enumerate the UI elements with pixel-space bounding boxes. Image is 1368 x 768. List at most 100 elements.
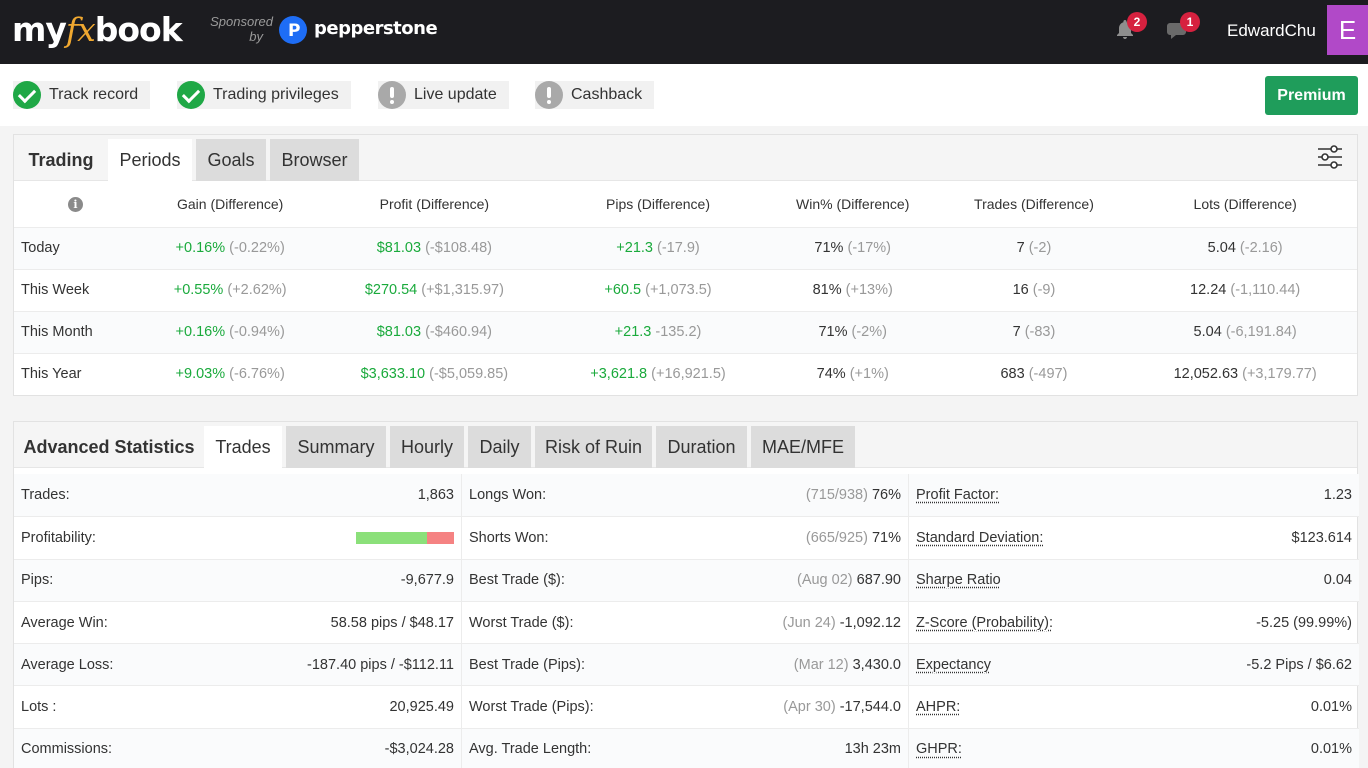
- stat-value: 20,925.49: [389, 699, 454, 715]
- stats-column-3: Profit Factor: 1.23 Standard Deviation: $12…: [908, 474, 1359, 768]
- stat-value-group: -5.25 (99.99%): [1256, 615, 1352, 631]
- stat-label[interactable]: Z-Score (Probability):: [916, 615, 1053, 631]
- profitability-bar: [356, 532, 454, 544]
- period-label: This Month: [14, 311, 137, 353]
- stat-value: 0.04: [1324, 572, 1352, 588]
- period-win-value: 71%: [814, 240, 843, 256]
- stat-value-group: 20,925.49: [389, 699, 454, 715]
- stat-value-group: (Aug 02) 687.90: [797, 572, 901, 588]
- period-pips-value: +21.3: [615, 324, 652, 340]
- period-profit-cell: $81.03 (-$460.94): [324, 311, 546, 353]
- period-lots-cell: 5.04 (-2.16): [1133, 227, 1357, 269]
- tab-risk-of-ruin[interactable]: Risk of Ruin: [535, 426, 652, 468]
- info-icon[interactable]: i: [68, 197, 83, 212]
- stat-value: -1,092.12: [840, 615, 901, 631]
- advanced-tabbar: Advanced Statistics Trades Summary Hourl…: [14, 422, 1357, 468]
- status-trading-privileges[interactable]: Trading privileges: [177, 81, 351, 109]
- period-label: This Year: [14, 353, 137, 395]
- stat-value: -17,544.0: [840, 699, 901, 715]
- stat-value-group: 0.04: [1324, 572, 1352, 588]
- period-lots-value: 12.24: [1190, 282, 1226, 298]
- tab-daily[interactable]: Daily: [468, 426, 531, 468]
- pepperstone-name[interactable]: pepperstone: [314, 18, 437, 39]
- periods-body: Today +0.16% (-0.22%) $81.03 (-$108.48) +21…: [14, 227, 1357, 395]
- stat-label[interactable]: Expectancy: [916, 657, 991, 673]
- notifications-button[interactable]: 2: [1113, 18, 1139, 44]
- period-profit-value: $81.03: [377, 324, 421, 340]
- stat-note: (Apr 30): [783, 699, 835, 715]
- settings-sliders-icon[interactable]: [1317, 145, 1343, 169]
- tab-summary[interactable]: Summary: [286, 426, 386, 468]
- period-gain-value: +0.55%: [174, 282, 224, 298]
- period-gain-difference: (+2.62%): [227, 282, 286, 298]
- stat-row-ghpr: GHPR: 0.01%: [909, 728, 1359, 768]
- stat-row-sharpe-ratio: Sharpe Ratio 0.04: [909, 559, 1359, 601]
- messages-button[interactable]: 1: [1166, 18, 1192, 44]
- stat-value: -9,677.9: [401, 572, 454, 588]
- header-win: Win% (Difference): [771, 181, 935, 227]
- period-trades-value: 683: [1000, 366, 1024, 382]
- stat-row-z-score-probability: Z-Score (Probability): -5.25 (99.99%): [909, 601, 1359, 643]
- period-win-difference: (-17%): [847, 240, 891, 256]
- stat-label[interactable]: AHPR:: [916, 699, 960, 715]
- period-pips-cell: +3,621.8 (+16,921.5): [545, 353, 771, 395]
- tab-hourly[interactable]: Hourly: [390, 426, 464, 468]
- period-gain-cell: +9.03% (-6.76%): [137, 353, 324, 395]
- tab-trades[interactable]: Trades: [204, 426, 282, 468]
- header-profit: Profit (Difference): [324, 181, 546, 227]
- stat-note: (715/938): [806, 487, 868, 503]
- logo-fx: fx: [66, 10, 95, 49]
- tab-mae-mfe[interactable]: MAE/MFE: [751, 426, 855, 468]
- period-gain-difference: (-6.76%): [229, 366, 285, 382]
- top-navbar: my fx book Sponsored by P pepperstone 2 1 …: [0, 0, 1368, 64]
- period-lots-value: 5.04: [1208, 240, 1236, 256]
- period-trades-difference: (-2): [1029, 240, 1052, 256]
- stat-label: Pips:: [21, 572, 53, 588]
- stat-label: Average Loss:: [21, 657, 113, 673]
- stats-column-2: Longs Won: (715/938) 76% Shorts Won: (665/9…: [461, 474, 908, 768]
- tab-duration[interactable]: Duration: [656, 426, 747, 468]
- tab-trading[interactable]: Trading: [14, 139, 108, 181]
- stat-label[interactable]: GHPR:: [916, 741, 962, 757]
- user-avatar[interactable]: E: [1327, 5, 1368, 55]
- stat-value-group: 13h 23m: [845, 741, 901, 757]
- period-lots-difference: (-2.16): [1240, 240, 1283, 256]
- tab-advanced-statistics[interactable]: Advanced Statistics: [14, 426, 204, 468]
- header-lots: Lots (Difference): [1133, 181, 1357, 227]
- period-trades-cell: 16 (-9): [935, 269, 1134, 311]
- premium-button[interactable]: Premium: [1265, 76, 1358, 115]
- messages-badge: 1: [1180, 12, 1200, 32]
- stat-value-group: (715/938) 76%: [806, 487, 901, 503]
- period-win-value: 71%: [818, 324, 847, 340]
- status-cashback[interactable]: Cashback: [535, 81, 654, 109]
- stat-label: Avg. Trade Length:: [469, 741, 591, 757]
- stat-row-standard-deviation: Standard Deviation: $123.614: [909, 516, 1359, 558]
- tab-browser[interactable]: Browser: [270, 139, 359, 181]
- status-live-update[interactable]: Live update: [378, 81, 509, 109]
- stat-value: 3,430.0: [853, 657, 901, 673]
- tab-goals[interactable]: Goals: [196, 139, 266, 181]
- stat-label: Worst Trade (Pips):: [469, 699, 594, 715]
- stat-label: Commissions:: [21, 741, 112, 757]
- period-win-cell: 81% (+13%): [771, 269, 935, 311]
- myfxbook-logo[interactable]: my fx book: [12, 10, 182, 50]
- pepperstone-logo-icon[interactable]: P: [279, 16, 307, 44]
- stat-row-expectancy: Expectancy -5.2 Pips / $6.62: [909, 643, 1359, 685]
- period-gain-cell: +0.16% (-0.94%): [137, 311, 324, 353]
- username-link[interactable]: EdwardChu: [1227, 21, 1316, 41]
- period-lots-value: 12,052.63: [1174, 366, 1239, 382]
- stat-value: 13h 23m: [845, 741, 901, 757]
- stat-label: Best Trade (Pips):: [469, 657, 585, 673]
- period-row: This Month +0.16% (-0.94%) $81.03 (-$460.9…: [14, 311, 1357, 353]
- status-track-record[interactable]: Track record: [13, 81, 150, 109]
- info-header: i: [14, 181, 137, 227]
- tab-periods[interactable]: Periods: [108, 139, 192, 181]
- stat-label[interactable]: Sharpe Ratio: [916, 572, 1001, 588]
- stat-label[interactable]: Standard Deviation:: [916, 530, 1043, 546]
- period-pips-cell: +21.3 (-17.9): [545, 227, 771, 269]
- period-lots-difference: (-1,110.44): [1230, 282, 1300, 298]
- period-lots-difference: (+3,179.77): [1242, 366, 1317, 382]
- stat-row-pips: Pips: -9,677.9: [14, 559, 461, 601]
- stat-label[interactable]: Profit Factor:: [916, 487, 999, 503]
- period-pips-difference: (-17.9): [657, 240, 700, 256]
